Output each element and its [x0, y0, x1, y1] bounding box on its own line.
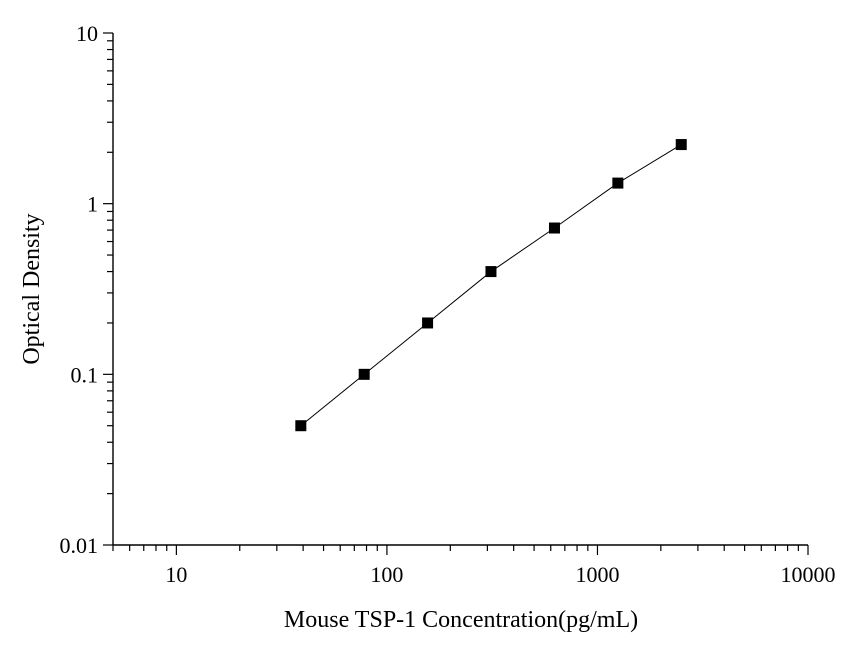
data-point: [675, 139, 687, 151]
data-point: [422, 317, 434, 329]
data-point: [295, 420, 307, 432]
data-point: [485, 266, 497, 278]
y-tick-label: 0.01: [60, 533, 99, 558]
y-ticks: 0.01 0.1 1 10: [60, 21, 113, 558]
data-point: [358, 368, 370, 380]
x-tick-label: 10000: [781, 562, 836, 587]
data-point: [548, 222, 560, 234]
y-tick-label: 10: [76, 21, 98, 46]
series-line: [300, 144, 682, 427]
x-ticks: 10 100 1000 10000: [112, 545, 836, 587]
data-point: [612, 177, 624, 189]
axes: [112, 33, 808, 546]
y-axis-title: Optical Density: [19, 213, 45, 364]
x-tick-label: 100: [370, 562, 403, 587]
y-tick-label: 0.1: [71, 362, 99, 387]
y-tick-label: 1: [87, 192, 98, 217]
data-series: [295, 139, 687, 432]
x-axis-title: Mouse TSP-1 Concentration(pg/mL): [284, 607, 638, 633]
x-tick-label: 10: [165, 562, 187, 587]
x-tick-label: 1000: [575, 562, 619, 587]
